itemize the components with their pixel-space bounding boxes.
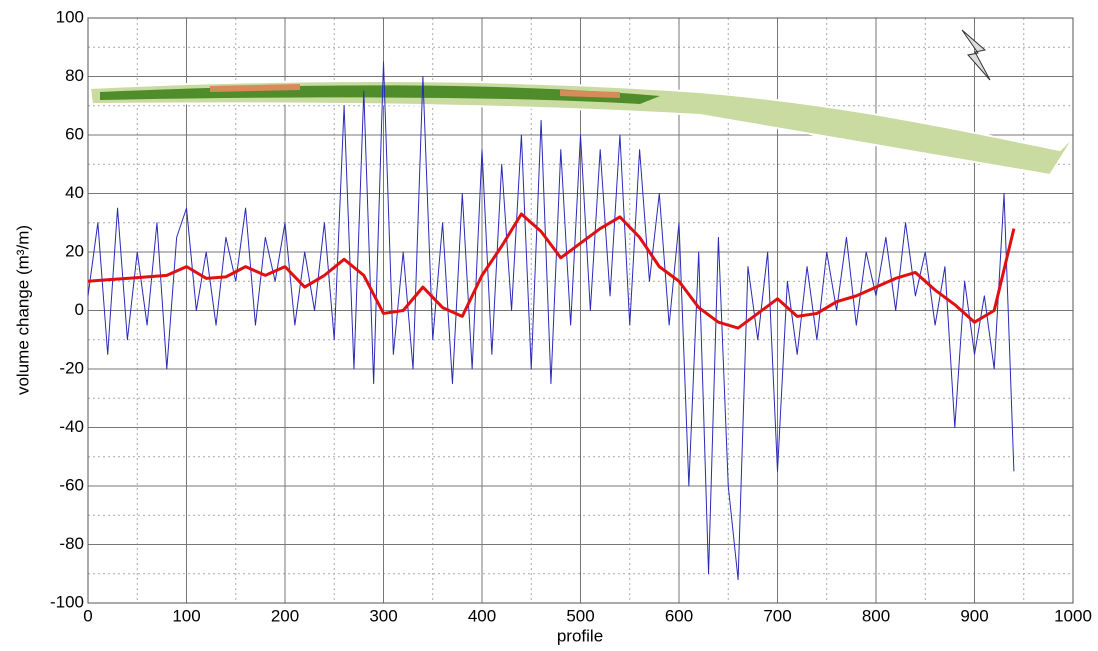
y-tick-label: -20 <box>59 358 84 377</box>
y-tick-label: -60 <box>59 475 84 494</box>
x-tick-label: 400 <box>468 606 496 625</box>
y-tick-label: -40 <box>59 417 84 436</box>
x-tick-label: 200 <box>271 606 299 625</box>
x-tick-label: 0 <box>83 606 92 625</box>
x-tick-label: 600 <box>665 606 693 625</box>
data-line <box>87 212 1016 330</box>
plot-frame <box>87 17 1074 604</box>
north-arrow <box>961 29 991 81</box>
y-tick-label: 0 <box>75 300 84 319</box>
x-tick-label: 500 <box>566 606 594 625</box>
y-tick-label: -80 <box>59 534 84 553</box>
x-tick-label: 800 <box>862 606 890 625</box>
y-tick-label: -100 <box>50 592 84 611</box>
x-tick-label: 300 <box>369 606 397 625</box>
y-tick-label: 40 <box>65 183 84 202</box>
x-tick-label: 900 <box>960 606 988 625</box>
y-tick-label: 100 <box>56 7 84 26</box>
y-axis-label: volume change (m³/m) <box>13 225 32 395</box>
x-tick-label: 700 <box>763 606 791 625</box>
x-axis-label: profile <box>557 626 603 645</box>
y-tick-label: 60 <box>65 124 84 143</box>
island-dune <box>210 84 620 98</box>
island-map <box>88 79 1076 177</box>
north-arrow-shape <box>961 29 991 81</box>
y-tick-label: 20 <box>65 241 84 260</box>
x-tick-label: 1000 <box>1054 606 1092 625</box>
x-tick-label: 100 <box>172 606 200 625</box>
y-tick-label: 80 <box>65 66 84 85</box>
data-line <box>87 61 1015 581</box>
